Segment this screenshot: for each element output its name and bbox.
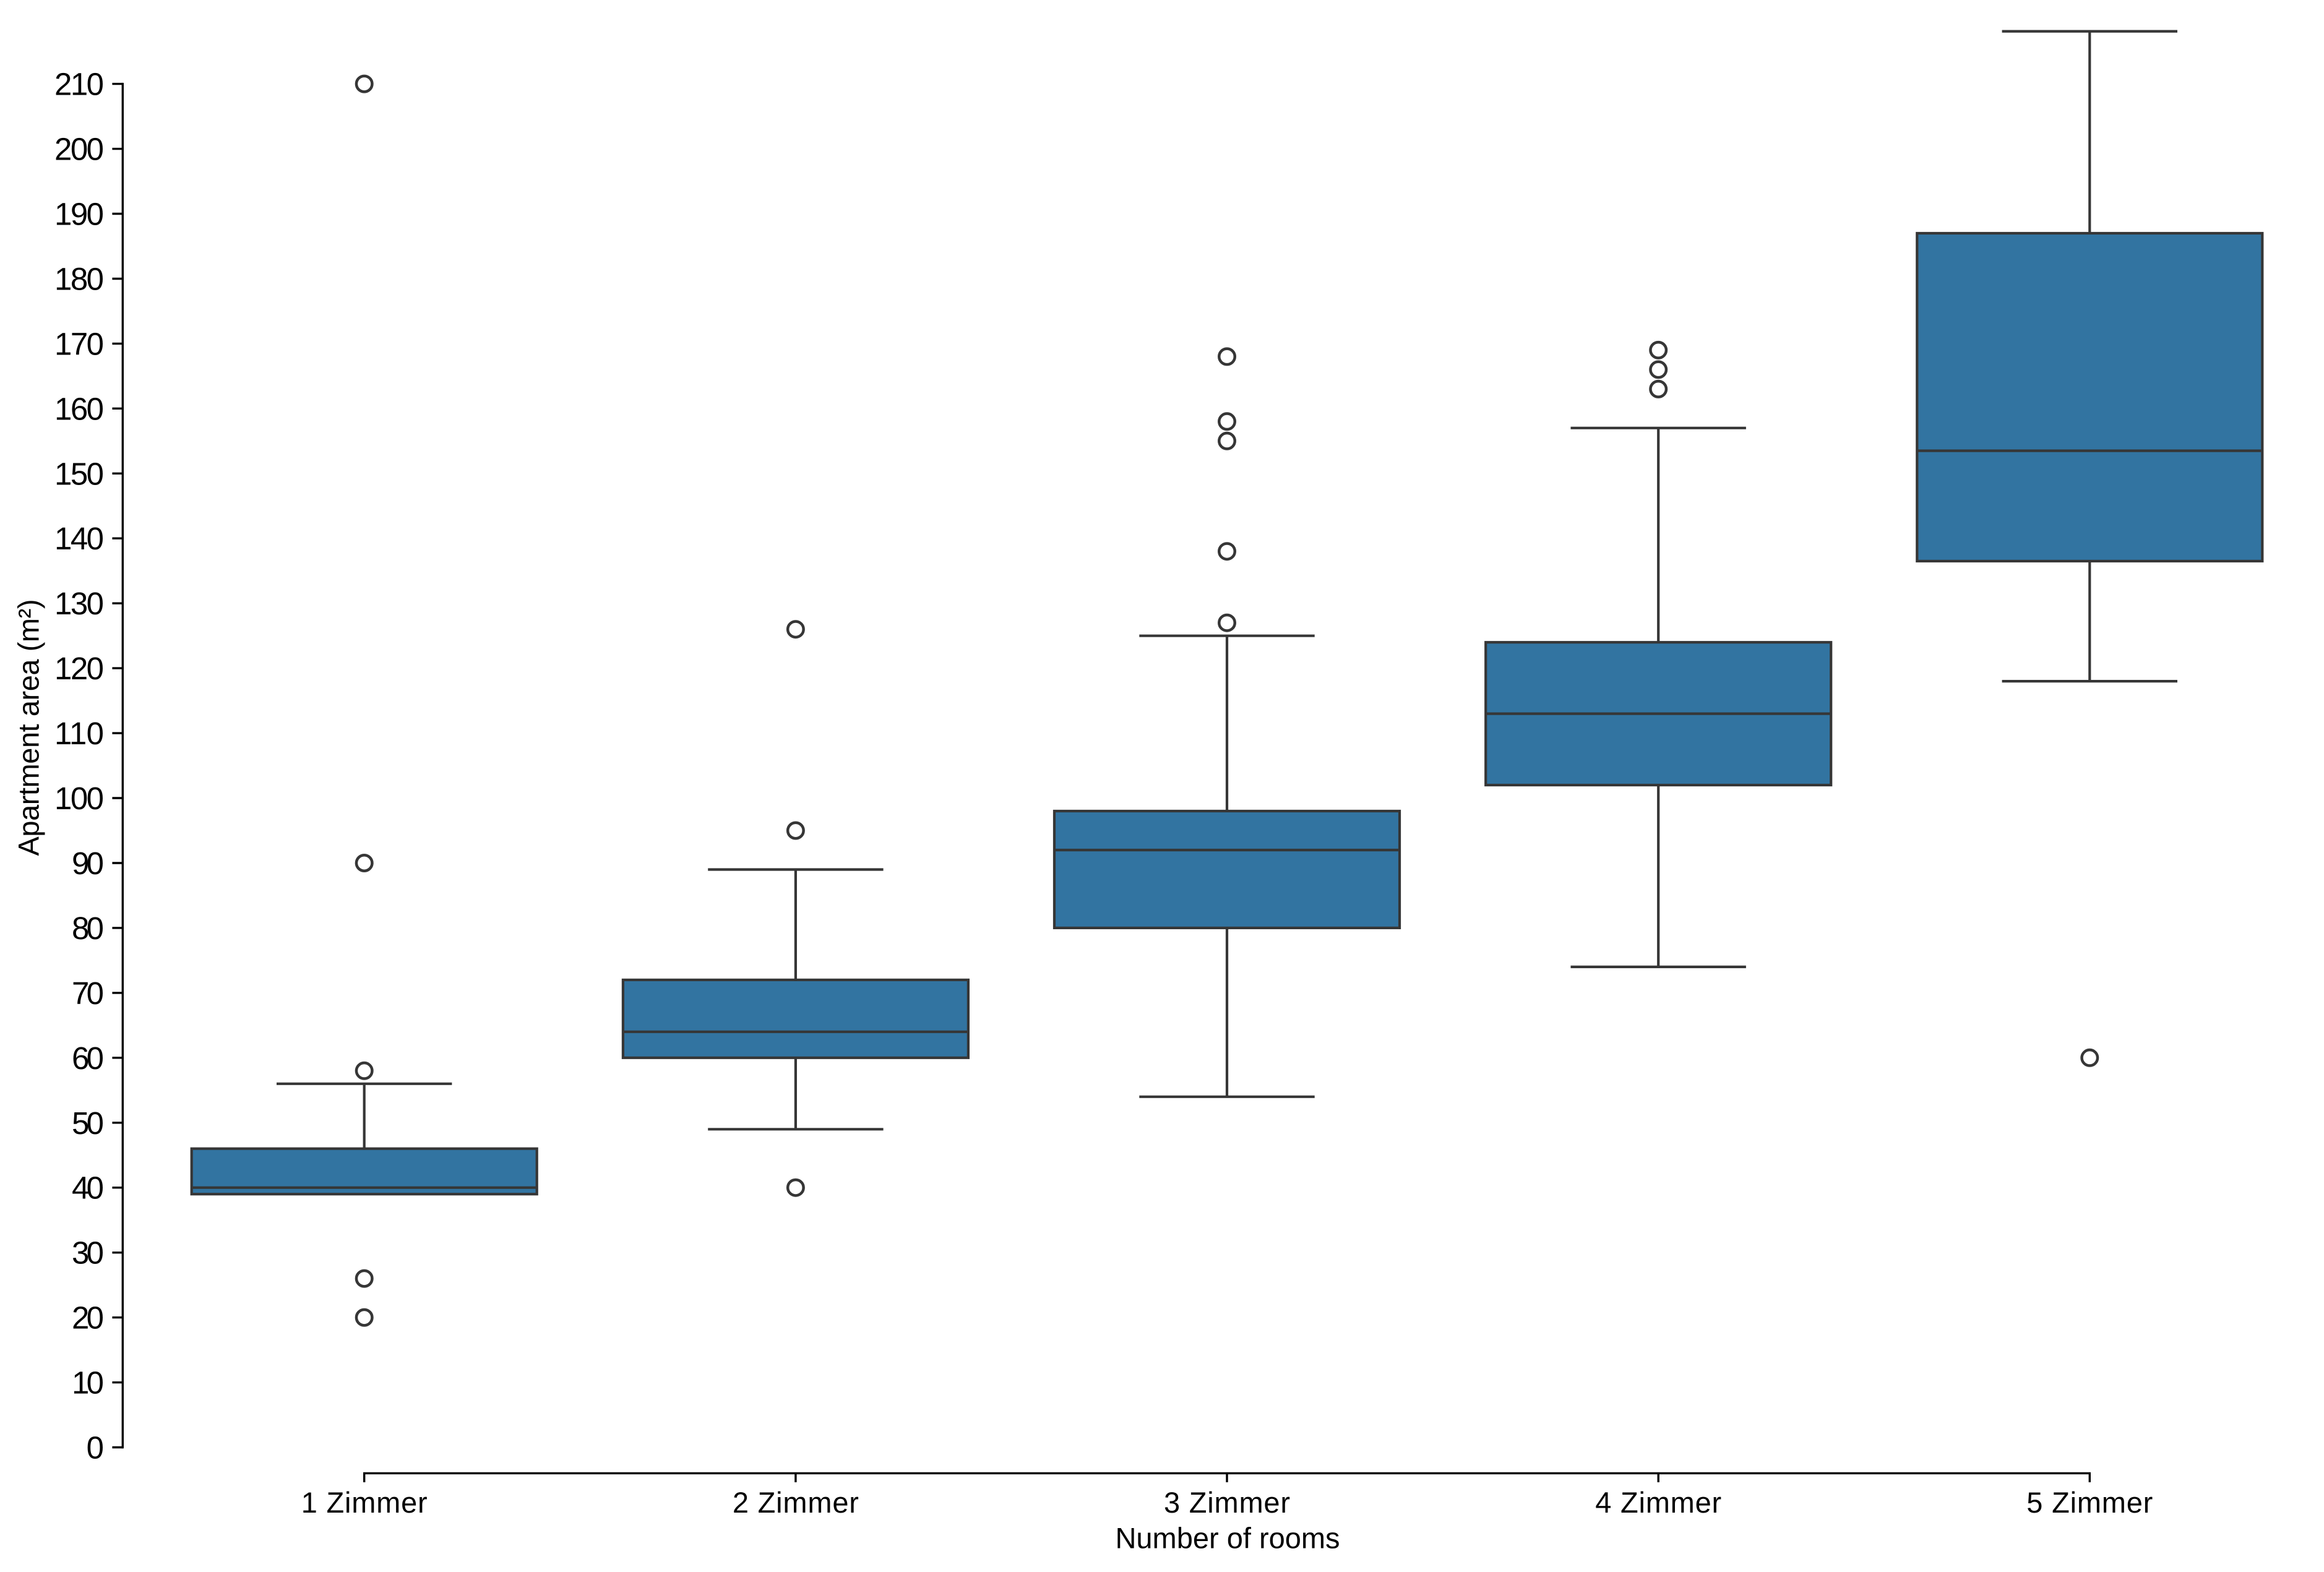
svg-text:5 Zimmer: 5 Zimmer: [2026, 1486, 2153, 1519]
svg-text:10: 10: [72, 1365, 104, 1401]
svg-text:30: 30: [72, 1235, 104, 1271]
svg-text:210: 210: [54, 67, 104, 102]
svg-text:70: 70: [72, 976, 104, 1011]
svg-text:60: 60: [72, 1041, 104, 1076]
svg-text:3 Zimmer: 3 Zimmer: [1164, 1486, 1290, 1519]
svg-text:1 Zimmer: 1 Zimmer: [301, 1486, 428, 1519]
svg-text:20: 20: [72, 1300, 104, 1336]
svg-text:190: 190: [54, 197, 104, 232]
svg-text:130: 130: [54, 586, 104, 621]
svg-text:140: 140: [54, 521, 104, 556]
svg-text:100: 100: [54, 781, 104, 816]
svg-text:110: 110: [54, 716, 104, 751]
svg-text:180: 180: [54, 262, 104, 297]
svg-text:50: 50: [72, 1106, 104, 1141]
svg-text:Number of rooms: Number of rooms: [1115, 1522, 1340, 1555]
svg-text:150: 150: [54, 456, 104, 491]
svg-text:170: 170: [54, 326, 104, 361]
svg-text:80: 80: [72, 911, 104, 946]
svg-text:Apartment area (m²): Apartment area (m²): [12, 599, 45, 856]
svg-text:0: 0: [87, 1430, 104, 1466]
svg-text:4 Zimmer: 4 Zimmer: [1595, 1486, 1721, 1519]
svg-text:2 Zimmer: 2 Zimmer: [733, 1486, 859, 1519]
svg-text:40: 40: [72, 1170, 104, 1206]
svg-text:200: 200: [54, 132, 104, 167]
svg-text:120: 120: [54, 651, 104, 686]
svg-text:90: 90: [72, 846, 104, 881]
svg-text:160: 160: [54, 391, 104, 426]
